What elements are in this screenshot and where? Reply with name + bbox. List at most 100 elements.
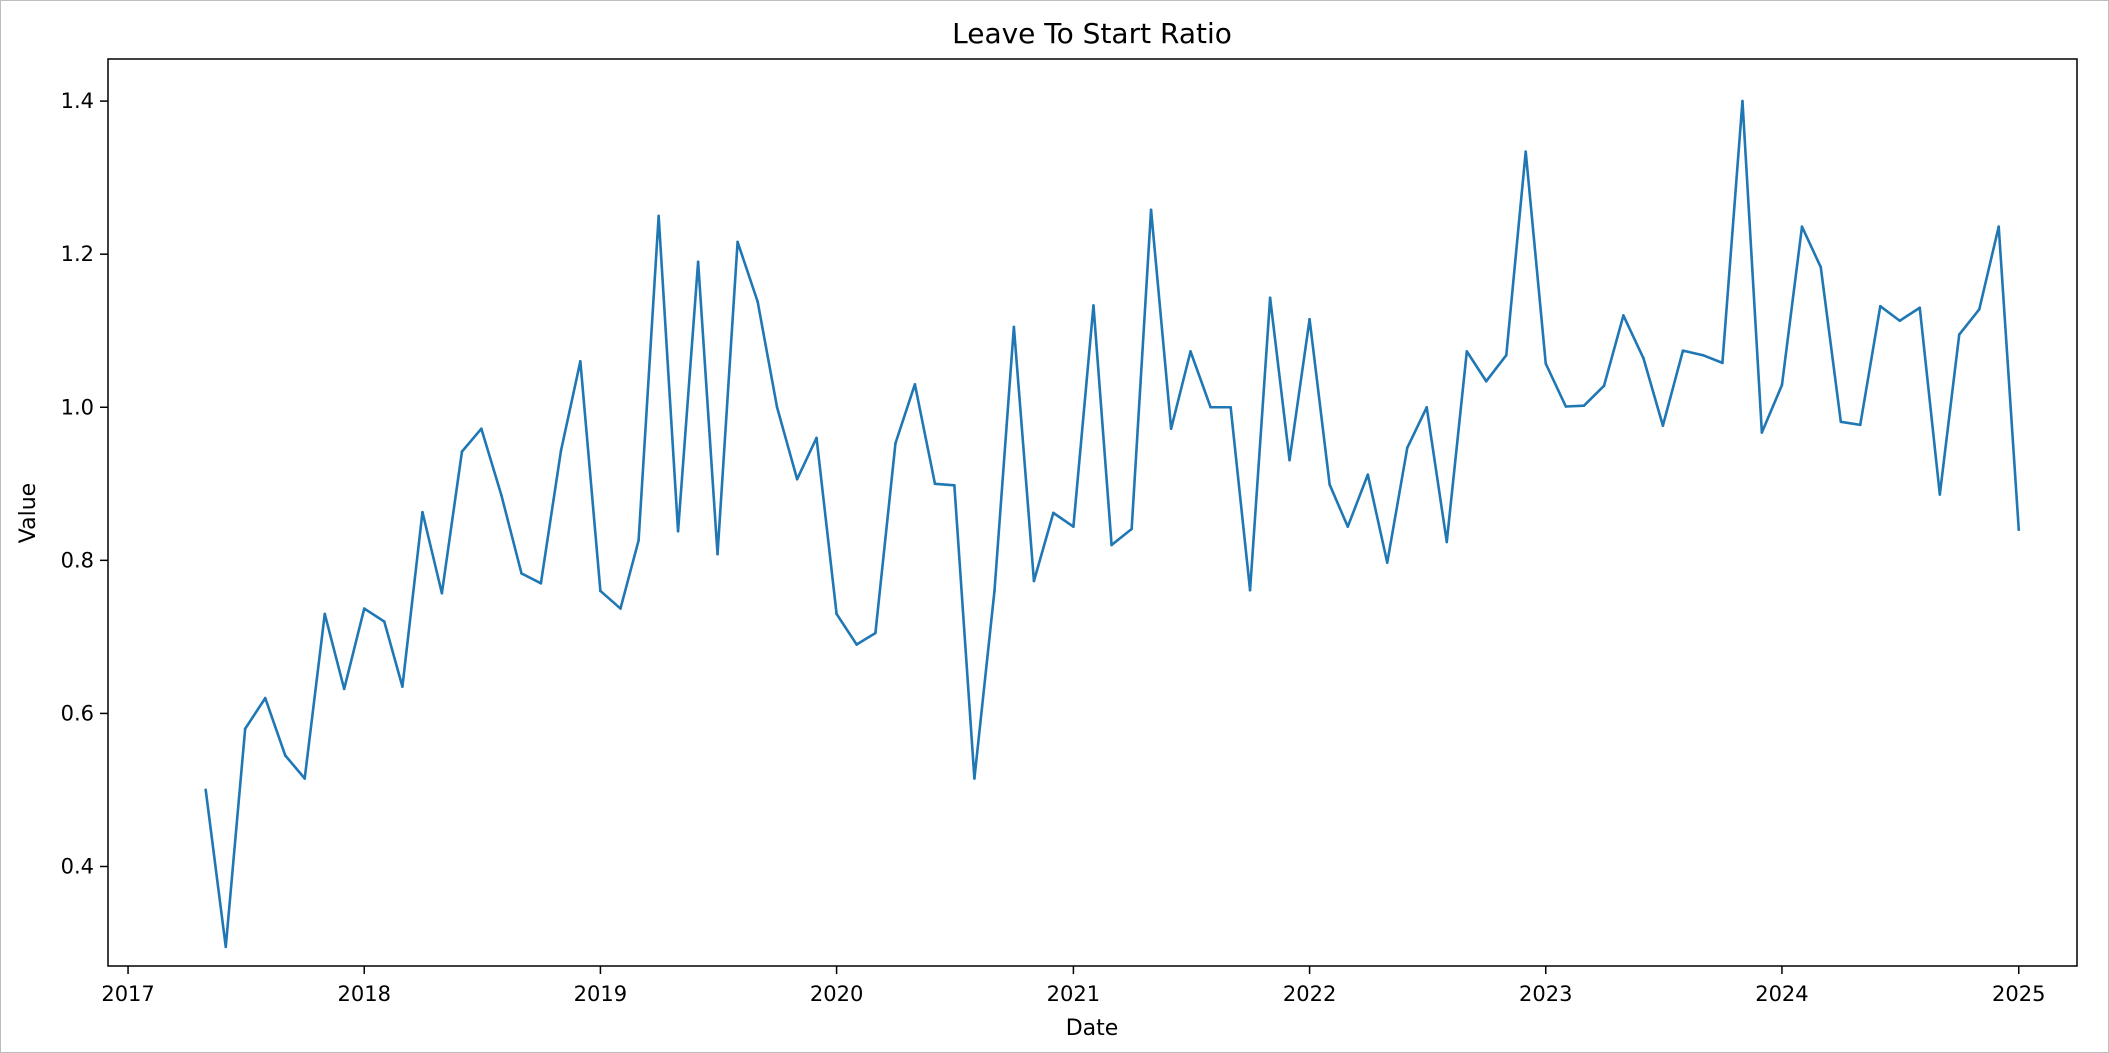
data-point xyxy=(1248,588,1252,592)
data-point xyxy=(1425,405,1429,409)
x-axis: 2017 2018 2019 2020 2021 2022 2023 2024 2025 xyxy=(101,966,2045,1006)
data-point xyxy=(1445,540,1449,544)
data-point xyxy=(1209,405,1212,409)
y-tick-label: 0.8 xyxy=(61,548,94,572)
data-point xyxy=(1681,349,1685,352)
data-point xyxy=(323,612,327,616)
data-point xyxy=(1997,225,2001,228)
data-point xyxy=(1092,304,1095,307)
data-point xyxy=(520,572,523,575)
data-point xyxy=(1544,362,1548,365)
x-axis-label: Date xyxy=(1066,1016,1119,1041)
data-point xyxy=(362,607,366,610)
data-point xyxy=(382,620,386,623)
data-point xyxy=(1484,379,1488,383)
data-point xyxy=(1504,353,1508,357)
data-point xyxy=(1229,405,1232,409)
data-point xyxy=(1072,525,1075,528)
data-point xyxy=(657,214,660,218)
x-tick-label: 2018 xyxy=(338,982,391,1006)
data-point xyxy=(815,436,818,440)
data-point xyxy=(539,581,543,585)
data-point xyxy=(1052,511,1055,515)
data-point xyxy=(1524,150,1528,153)
data-point xyxy=(1385,561,1389,564)
data-point xyxy=(855,643,858,646)
data-point xyxy=(1800,225,1804,228)
data-point xyxy=(913,382,917,386)
data-point xyxy=(224,945,228,949)
data-point xyxy=(1661,424,1665,427)
data-point xyxy=(1328,483,1331,486)
data-point xyxy=(1149,208,1153,212)
data-point xyxy=(993,589,996,593)
y-axis-label: Value xyxy=(16,483,41,543)
data-point xyxy=(1938,493,1942,496)
data-point xyxy=(874,631,877,635)
y-tick-label: 1.4 xyxy=(61,89,94,113)
data-point xyxy=(480,427,483,430)
data-point xyxy=(303,777,307,780)
data-point xyxy=(676,529,680,533)
x-tick-label: 2019 xyxy=(574,982,627,1006)
x-tick-label: 2020 xyxy=(810,982,863,1006)
data-point xyxy=(1642,356,1645,360)
plot-area xyxy=(107,58,2078,967)
data-point xyxy=(1169,427,1173,430)
data-point xyxy=(283,754,287,757)
data-point xyxy=(1839,420,1843,424)
data-point xyxy=(1012,325,1016,329)
data-point xyxy=(1130,527,1133,531)
x-tick-label: 2024 xyxy=(1755,982,1808,1006)
data-point xyxy=(696,260,700,264)
data-point xyxy=(401,685,404,688)
y-tick-label: 1.2 xyxy=(61,242,94,266)
data-point xyxy=(637,539,640,542)
data-point xyxy=(1308,317,1311,321)
data-point xyxy=(1405,446,1409,450)
y-axis: 0.4 0.6 0.8 1.0 1.2 1.4 xyxy=(61,89,108,878)
data-point xyxy=(559,449,563,453)
data-point xyxy=(1346,525,1350,528)
data-point xyxy=(1760,431,1764,434)
data-point xyxy=(1110,543,1113,547)
data-point xyxy=(342,687,346,691)
data-point xyxy=(204,788,208,792)
data-point xyxy=(619,607,622,610)
data-point xyxy=(1465,350,1469,353)
data-point xyxy=(579,360,582,363)
data-point xyxy=(1366,473,1370,476)
data-point xyxy=(1858,423,1862,427)
data-point xyxy=(500,493,503,497)
data-point xyxy=(1898,319,1902,323)
data-point xyxy=(2017,528,2021,532)
data-point xyxy=(716,552,719,556)
data-point xyxy=(775,405,779,409)
data-point xyxy=(894,441,897,445)
y-tick-label: 0.6 xyxy=(61,701,94,725)
y-tick-label: 1.0 xyxy=(61,395,94,419)
x-tick-label: 2023 xyxy=(1519,982,1572,1006)
chart-title: Leave To Start Ratio xyxy=(952,17,1232,50)
x-tick-label: 2022 xyxy=(1283,982,1336,1006)
x-tick-label: 2025 xyxy=(1992,982,2045,1006)
data-point xyxy=(1977,307,1981,311)
data-point xyxy=(1288,458,1291,462)
data-point xyxy=(795,477,799,481)
data-point xyxy=(1957,333,1961,336)
data-point xyxy=(953,484,956,487)
data-point xyxy=(1602,384,1606,388)
data-point xyxy=(1721,361,1724,365)
data-point xyxy=(933,482,937,486)
data-point xyxy=(1582,404,1586,408)
data-point xyxy=(1819,265,1823,269)
data-point xyxy=(835,612,838,616)
data-point xyxy=(1032,579,1036,583)
data-point xyxy=(1189,350,1192,353)
data-point xyxy=(1918,306,1922,310)
y-tick-label: 0.4 xyxy=(61,854,94,878)
data-point xyxy=(1741,99,1744,103)
data-point xyxy=(1622,314,1625,317)
data-point xyxy=(1564,405,1568,408)
